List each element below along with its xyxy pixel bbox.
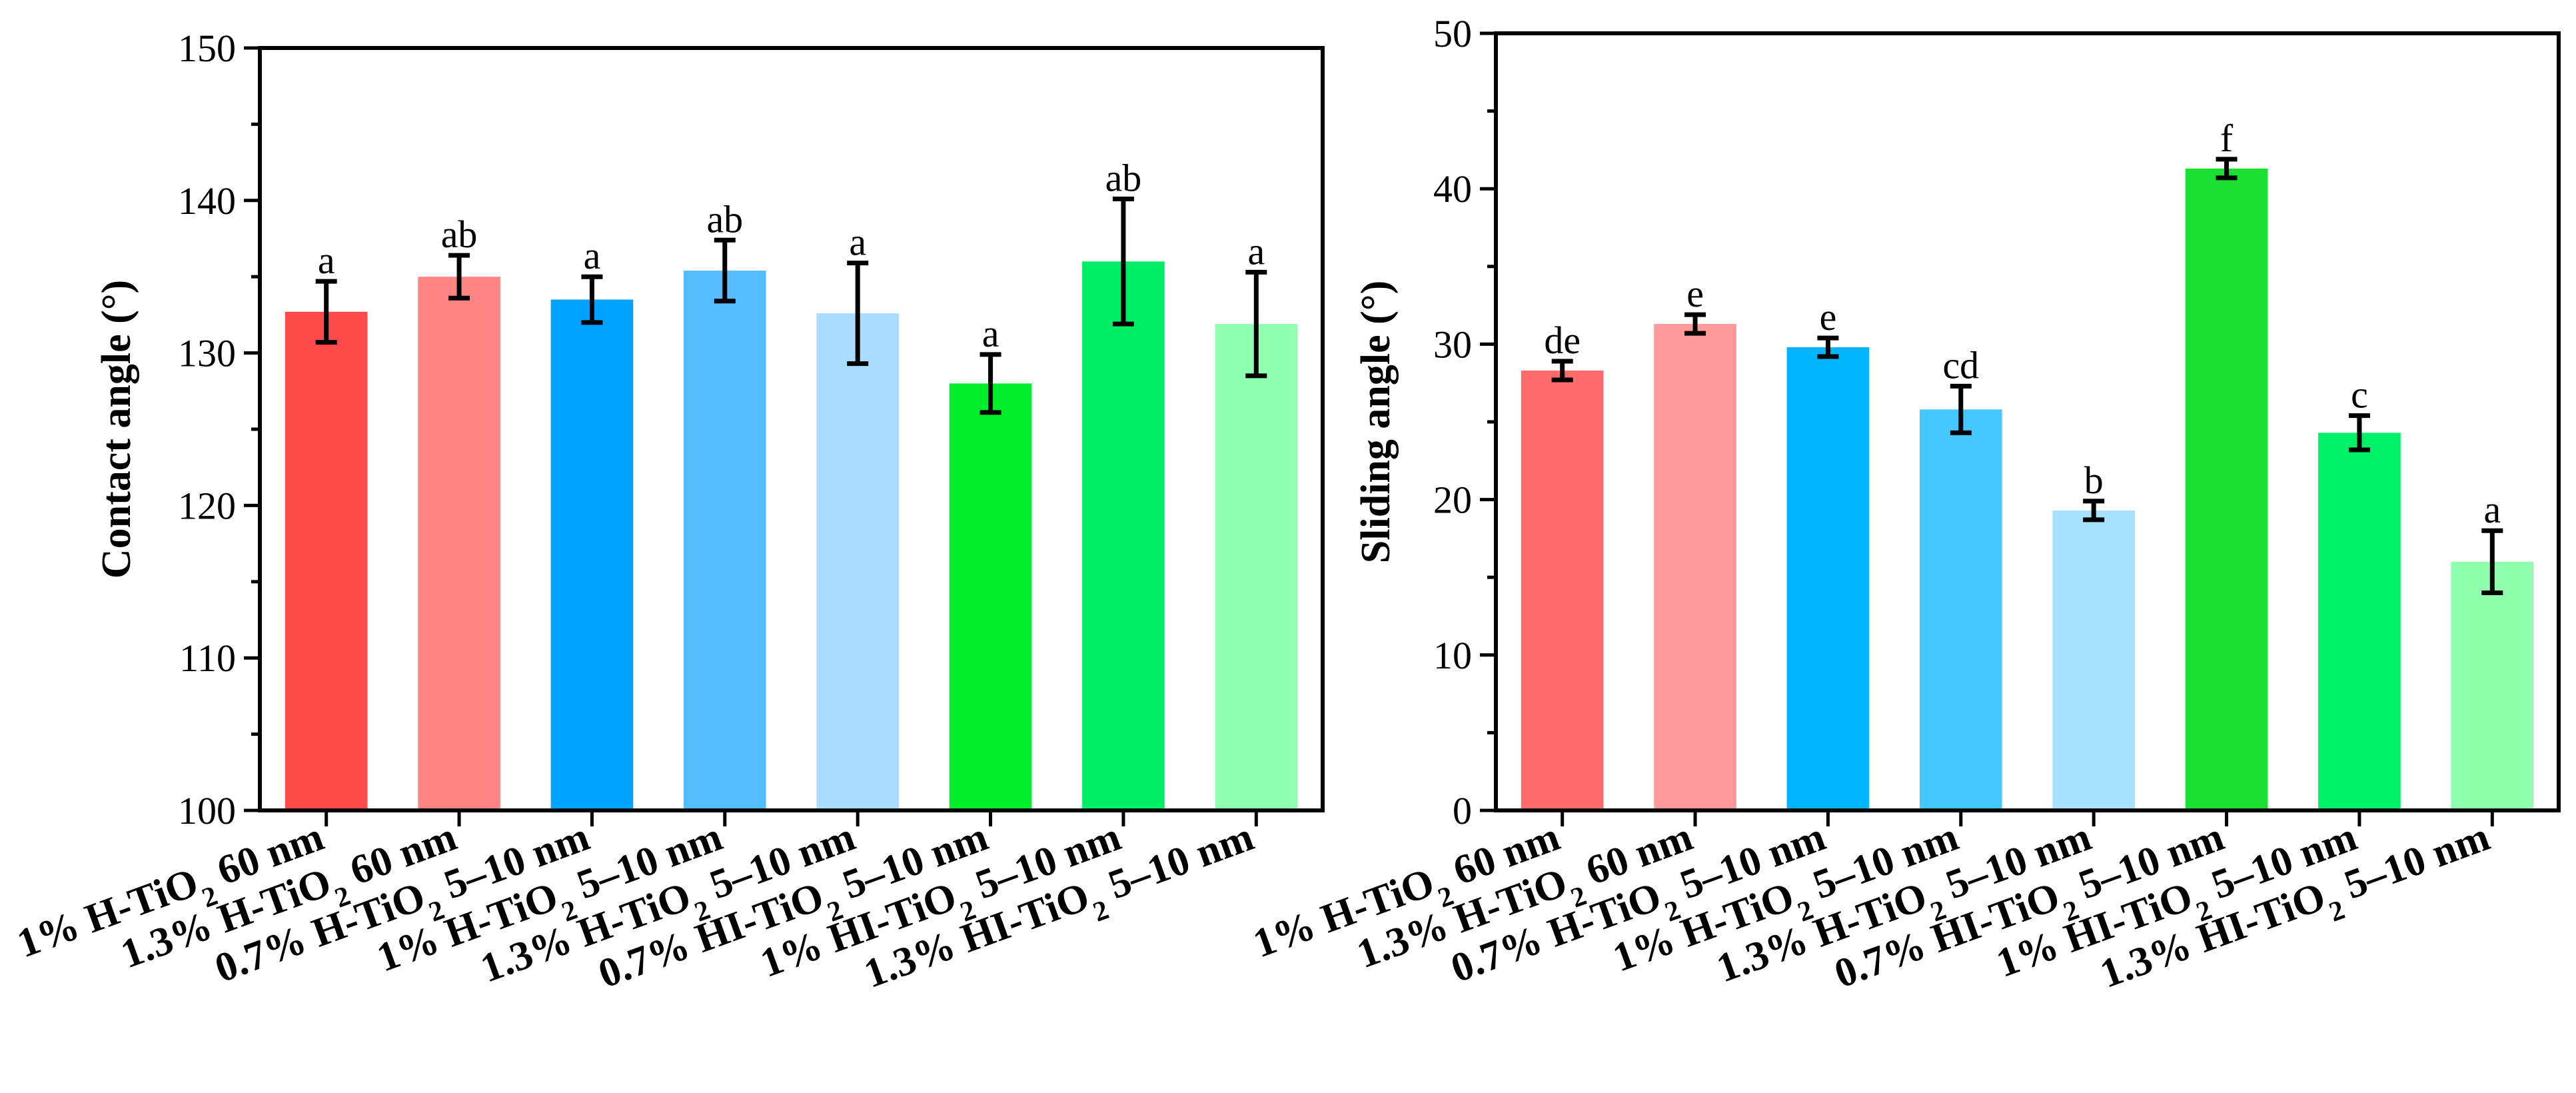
y-tick-label: 130 — [178, 332, 236, 375]
significance-label: a — [2483, 488, 2501, 531]
bar — [1786, 347, 1870, 810]
significance-label: a — [584, 234, 601, 277]
significance-label: a — [318, 239, 335, 282]
significance-label: c — [2351, 373, 2368, 417]
bar — [684, 271, 766, 811]
y-tick-label: 100 — [178, 789, 236, 832]
y-tick-label: 50 — [1433, 12, 1472, 55]
bar — [1521, 371, 1604, 810]
bar — [949, 383, 1032, 810]
significance-label: a — [982, 312, 999, 355]
bar — [2318, 433, 2401, 810]
y-tick-label: 30 — [1433, 323, 1472, 366]
significance-label: a — [1247, 229, 1265, 273]
bar — [2185, 168, 2268, 810]
y-tick-label: 110 — [179, 636, 236, 680]
y-axis-title: Contact angle (°) — [94, 280, 139, 578]
y-axis-title: Sliding angle (°) — [1353, 281, 1399, 563]
significance-label: e — [1686, 272, 1704, 315]
significance-label: ab — [1105, 157, 1142, 200]
significance-label: f — [2220, 117, 2234, 160]
bar — [1920, 409, 2002, 810]
bar — [816, 313, 899, 810]
significance-label: ab — [706, 197, 743, 241]
bar — [2451, 561, 2534, 810]
bar — [550, 299, 634, 810]
bar — [1082, 261, 1165, 810]
y-tick-label: 20 — [1433, 479, 1472, 522]
bar — [418, 277, 500, 810]
y-tick-label: 150 — [178, 27, 236, 70]
significance-label: e — [1820, 295, 1837, 339]
significance-label: cd — [1942, 343, 1979, 387]
y-tick-label: 140 — [178, 179, 236, 223]
bar — [285, 311, 368, 811]
y-tick-label: 40 — [1433, 167, 1472, 211]
significance-label: a — [849, 221, 866, 264]
y-tick-label: 0 — [1453, 789, 1472, 832]
significance-label: ab — [441, 213, 478, 256]
y-tick-label: 10 — [1433, 634, 1472, 677]
bar — [1654, 324, 1736, 811]
significance-label: b — [2084, 459, 2104, 502]
bar — [2052, 510, 2135, 810]
bar — [1215, 324, 1298, 810]
y-tick-label: 120 — [178, 484, 236, 527]
significance-label: de — [1544, 319, 1581, 362]
